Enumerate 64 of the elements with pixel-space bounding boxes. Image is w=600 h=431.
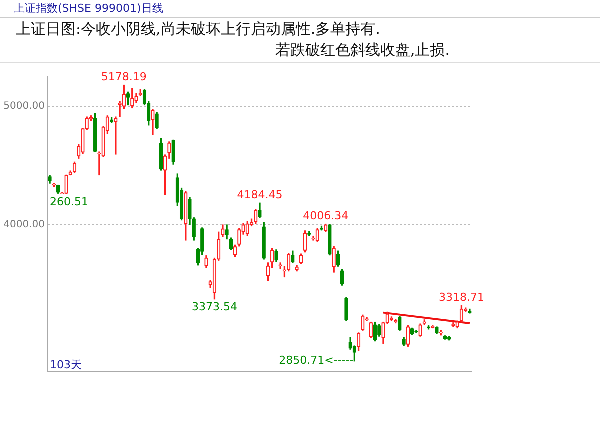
- candlestick: [184, 191, 188, 241]
- y-tick-label: 4000.00: [4, 220, 45, 231]
- candlestick: [418, 324, 422, 337]
- candlestick: [94, 113, 98, 152]
- candlestick: [295, 265, 299, 272]
- candlestick: [340, 269, 344, 286]
- annotation: 3373.54: [192, 300, 238, 314]
- candlestick: [378, 324, 382, 337]
- candlestick: [204, 256, 208, 268]
- candlestick: [332, 246, 336, 273]
- candlestick: [64, 174, 68, 194]
- candlestick: [254, 209, 258, 224]
- candlestick: [258, 202, 262, 218]
- candlestick: [221, 224, 225, 238]
- candlestick: [406, 326, 410, 347]
- candlestick: [316, 228, 320, 242]
- candlestick: [274, 250, 278, 262]
- candlestick: [110, 117, 114, 124]
- candlestick: [410, 328, 414, 336]
- candlestick: [394, 319, 398, 324]
- annotation: 3318.71: [438, 291, 484, 304]
- candlestick: [278, 262, 282, 270]
- candlestick: [52, 183, 56, 188]
- y-tick-label: 5000.00: [4, 101, 45, 112]
- candlestick: [229, 238, 234, 250]
- candlestick: [468, 308, 472, 314]
- annotation: 4184.45: [237, 188, 283, 202]
- candlestick: [262, 222, 266, 260]
- candlestick: [398, 316, 402, 331]
- candlestick: [344, 297, 348, 322]
- candlestick: [126, 92, 130, 106]
- annotation: 2850.71<-----: [279, 354, 354, 368]
- candlestick: [303, 230, 308, 253]
- candlestick: [233, 244, 238, 258]
- candlestick: [324, 224, 328, 232]
- candlestick: [328, 224, 332, 256]
- candlestick: [452, 322, 456, 328]
- candlestick: [414, 330, 418, 334]
- annotation: 260.51: [50, 195, 88, 208]
- candlestick: [114, 116, 118, 155]
- candlestick: [172, 140, 176, 165]
- annotation: 103天: [50, 358, 82, 372]
- candlestick: [402, 337, 406, 346]
- candlestick: [72, 162, 77, 174]
- candlestick: [48, 175, 52, 184]
- candlestick: [291, 250, 295, 264]
- candlestick: [448, 336, 452, 341]
- chart-title: 上证指数(SHSE 999001)日线: [0, 0, 600, 18]
- candlestick: [435, 326, 439, 334]
- chart-subtitle: 上证日图:今收小阴线,尚未破坏上行启动属性.多单持有. 若跌破红色斜线收盘,止损.: [16, 20, 451, 60]
- candlestick: [369, 322, 373, 338]
- candlestick: [356, 332, 361, 352]
- candlestick: [134, 93, 138, 104]
- candlestick: [246, 221, 250, 236]
- candlestick: [225, 224, 229, 240]
- candlestick: [299, 254, 303, 265]
- candlestick: [348, 337, 352, 350]
- candlestick: [151, 109, 155, 136]
- candlestick: [336, 250, 340, 267]
- candlestick: [431, 326, 435, 329]
- annotation: 4006.34: [303, 210, 349, 223]
- annotation: 5178.19: [101, 70, 147, 84]
- candlestick: [320, 226, 324, 231]
- candlestick: [373, 322, 378, 342]
